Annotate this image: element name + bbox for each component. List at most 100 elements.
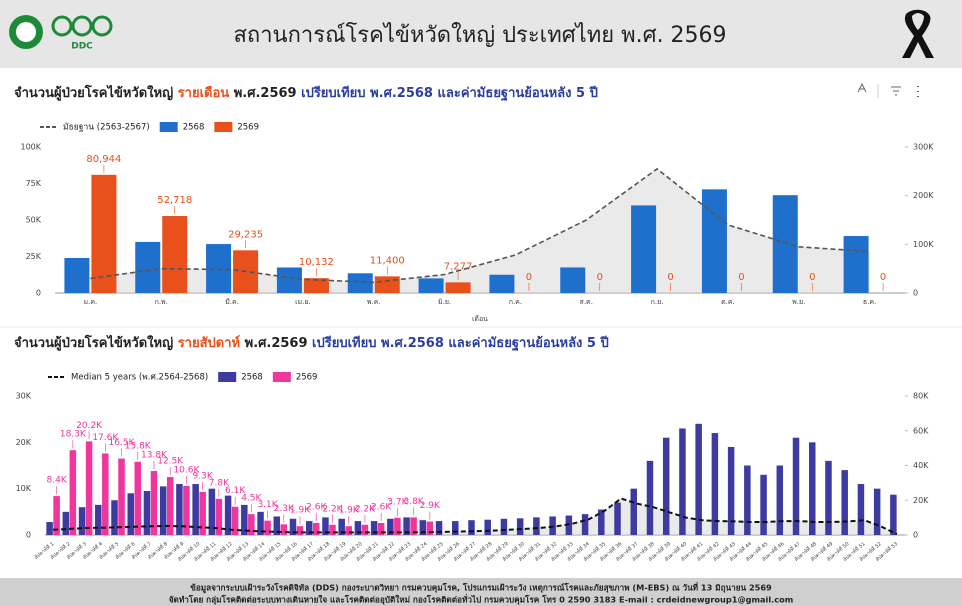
bar (329, 524, 336, 535)
logo-ring (71, 15, 93, 37)
bar (418, 278, 444, 293)
bar (374, 276, 400, 293)
y2-tick-label: 60K (913, 426, 929, 435)
bar (95, 504, 102, 535)
legend-label: มัธยฐาน (2563-2567) (63, 123, 150, 133)
y-tick-label: 0 (26, 531, 31, 540)
bar (257, 511, 264, 535)
data-label: 12.5K (157, 457, 184, 467)
bar (560, 267, 586, 293)
y2-tick-label: 100K (913, 240, 934, 249)
x-tick-label: มี.ค. (225, 298, 239, 306)
bar (419, 520, 427, 535)
bar (231, 506, 239, 535)
x-tick-label: ม.ค. (84, 298, 98, 306)
bar (662, 437, 670, 535)
data-label: 2.6K (306, 502, 327, 512)
bar (711, 433, 719, 535)
data-label: 15.8K (125, 441, 152, 451)
median-line (53, 497, 898, 536)
chart-title-part: พ.ศ.2569 (229, 86, 301, 101)
data-label: 7,277 (444, 261, 473, 272)
legend-label: 2569 (296, 373, 318, 383)
bar (630, 488, 638, 535)
bar (426, 521, 434, 535)
footer-bar (0, 578, 962, 606)
page-title: สถานการณ์โรคไข้หวัดใหญ่ ประเทศไทย พ.ศ. 2… (233, 22, 726, 48)
bar (312, 522, 320, 535)
bar (91, 174, 117, 293)
data-label: 3.1K (257, 500, 278, 510)
y-tick-label: 75K (26, 179, 42, 188)
bar (135, 241, 161, 293)
y-tick-label: 0 (36, 289, 41, 298)
bar (701, 189, 727, 293)
bar (370, 521, 378, 535)
bar (241, 504, 248, 535)
y-tick-label: 10K (16, 484, 32, 493)
y-tick-label: 20K (16, 438, 32, 447)
x-tick-label: พ.ย. (792, 298, 805, 306)
data-label: 11,400 (370, 255, 405, 266)
data-label: 0 (526, 272, 532, 283)
chart-title-part: รายเดือน (178, 85, 230, 101)
chart-title-part: เปรียบเทียบ พ.ศ.2568 และค่ามัธยฐานย้อนหล… (312, 335, 609, 352)
chart-title-part: เปรียบเทียบ พ.ศ.2568 และค่ามัธยฐานย้อนหล… (301, 85, 598, 102)
chart-title-part: จำนวนผู้ป่วยโรคไข้หวัดใหญ่ (14, 84, 178, 101)
mourning-ribbon (902, 9, 934, 59)
bar (347, 273, 373, 293)
x-tick-label: เม.ย. (295, 298, 311, 306)
logo-ministry-inner (16, 22, 36, 42)
median-area (53, 498, 897, 535)
bar (118, 458, 125, 535)
data-label: 2.2K (322, 504, 343, 514)
data-label: 13.8K (141, 451, 168, 461)
filter-icon[interactable] (891, 86, 901, 96)
y2-tick-label: 0 (913, 531, 918, 540)
bar (159, 486, 167, 535)
bar (387, 518, 394, 535)
bar (280, 524, 288, 535)
chart-toolbar (857, 82, 919, 98)
bar (289, 518, 297, 535)
bar (581, 514, 589, 535)
bar (62, 511, 70, 535)
bar (489, 274, 515, 293)
bar (394, 517, 401, 535)
legend-swatch (272, 372, 291, 382)
data-label: 10.6K (173, 465, 200, 475)
bar (695, 423, 702, 535)
footer-line: จัดทำโดย กลุ่มโรคติดต่อระบบทางเดินหายใจ … (169, 594, 794, 606)
data-label: 2.6K (371, 502, 392, 512)
y2-tick-label: 40K (913, 461, 929, 470)
chart-title-part: จำนวนผู้ป่วยโรคไข้หวัดใหญ่ (14, 334, 178, 351)
y2-tick-label: 0 (913, 289, 918, 298)
data-label: 2.9K (420, 501, 441, 511)
bar (305, 521, 313, 535)
bar (808, 442, 816, 535)
header-bar (0, 0, 962, 68)
data-label: 4.5K (241, 494, 262, 504)
legend-label: 2569 (237, 123, 259, 133)
data-label: 3.8K (403, 497, 424, 507)
data-label: 1.9K (290, 506, 311, 516)
bar (792, 437, 800, 535)
chart-title: จำนวนผู้ป่วยโรคไข้หวัดใหญ่ รายสัปดาห์ พ.… (14, 334, 609, 352)
bar (111, 500, 118, 535)
bar (345, 526, 352, 535)
data-label: 20.2K (76, 421, 103, 431)
bar (354, 521, 362, 535)
data-label: 0 (738, 272, 744, 283)
legend-swatch (214, 122, 233, 132)
logo-ring (91, 15, 113, 37)
data-label: 0 (809, 272, 815, 283)
bar (679, 428, 686, 535)
bar (215, 498, 223, 535)
bar (127, 493, 134, 535)
x-tick-label: ส.ค. (580, 298, 593, 306)
footer-line: ข้อมูลจากระบบเฝ้าระวังโรคดิจิทัล (DDS) ก… (190, 582, 772, 594)
y2-tick-label: 300K (913, 143, 934, 152)
sort-icon[interactable] (857, 82, 867, 93)
data-label: 0 (597, 272, 603, 283)
chart-title: จำนวนผู้ป่วยโรคไข้หวัดใหญ่ รายเดือน พ.ศ.… (14, 84, 598, 102)
